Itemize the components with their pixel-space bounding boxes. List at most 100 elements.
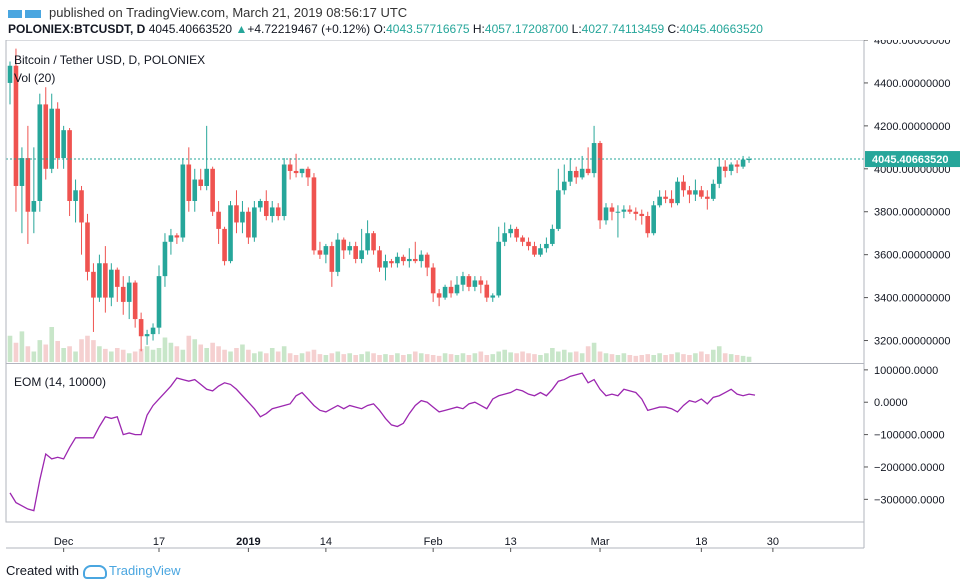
volume-bar (19, 331, 25, 362)
candle-body (633, 211, 639, 214)
volume-bar (597, 351, 603, 362)
candle-body (168, 235, 174, 242)
time-tick-label: 30 (767, 536, 779, 548)
volume-bar (258, 351, 263, 362)
candle-body (317, 250, 323, 255)
volume-legend: Vol (20) (14, 71, 55, 85)
candle-body (103, 263, 108, 298)
candle-body (401, 256, 406, 262)
candle-body (734, 164, 740, 167)
candle-body (657, 196, 662, 206)
candle-body (627, 209, 633, 212)
candle-body (383, 261, 388, 268)
candle-body (687, 190, 692, 195)
candle-body (424, 254, 430, 268)
candle-body (490, 295, 496, 298)
candle-body (514, 228, 519, 238)
price-tick-label: 3200.00000000 (874, 336, 950, 348)
candle-body (430, 267, 436, 294)
candle-body (347, 246, 353, 251)
candle-body (442, 286, 448, 298)
volume-bar (204, 348, 209, 362)
candle-body (180, 164, 186, 238)
volume-bar (162, 337, 168, 362)
volume-bar (377, 355, 382, 362)
volume-bar (532, 354, 537, 362)
close-label: C: (667, 22, 680, 36)
volume-bar (97, 346, 102, 362)
volume-bar (460, 353, 466, 362)
volume-bar (609, 354, 615, 362)
current-price-label: 4045.40663520 (872, 154, 948, 166)
candle-body (436, 293, 442, 298)
volume-bar (412, 351, 418, 362)
volume-bar (442, 353, 448, 362)
candle-body (240, 211, 245, 223)
candle-body (526, 241, 531, 247)
chart-area[interactable]: 4600.00000000 4400.00000000 4200.00000000 4… (0, 40, 966, 555)
volume-bar (168, 342, 174, 362)
volume-bar (317, 354, 323, 362)
candle-body (67, 130, 72, 201)
candle-body (389, 261, 394, 264)
volume-bar (150, 349, 156, 362)
volume-bar (621, 353, 627, 362)
candle-body (186, 164, 192, 201)
volume-bar (371, 353, 376, 362)
candle-body (472, 280, 478, 287)
candle-body (508, 228, 513, 234)
volume-bar (347, 353, 353, 362)
volume-bar (85, 335, 90, 362)
candle-body (174, 235, 180, 238)
tradingview-cloud-icon (82, 564, 107, 579)
volume-bar (407, 354, 412, 362)
candle-body (246, 211, 251, 238)
time-tick-label: Feb (424, 536, 443, 548)
ohlc-line: POLONIEX:BTCUSDT, D 4045.40663520 ▲+4.72… (8, 22, 763, 36)
candle-body (615, 211, 621, 213)
eom-tick-label: −300000.0000 (874, 494, 945, 506)
volume-bar (383, 354, 388, 362)
volume-bar (484, 355, 490, 362)
volume-bar (275, 351, 281, 362)
candle-body (61, 130, 66, 159)
candle-body (7, 65, 13, 83)
volume-bar (293, 355, 299, 362)
candle-body (371, 233, 376, 251)
candle-body (311, 177, 317, 251)
volume-bar (669, 354, 674, 362)
candle-body (710, 183, 716, 199)
eom-tick-label: −200000.0000 (874, 462, 945, 474)
volume-bar (520, 351, 525, 362)
candle-body (448, 286, 454, 294)
candle-body (693, 190, 698, 195)
volume-bar (144, 346, 150, 362)
candle-body (228, 205, 233, 262)
volume-bar (114, 348, 120, 362)
candle-body (91, 271, 96, 298)
publish-info: published on TradingView.com, March 21, … (8, 5, 407, 20)
volume-bar (299, 353, 305, 362)
volume-bar (550, 348, 555, 362)
candle-body (222, 228, 227, 262)
eom-tick-label: −100000.0000 (874, 430, 945, 442)
candle-body (329, 246, 335, 272)
volume-bar (138, 348, 144, 362)
volume-bar (526, 353, 531, 362)
candle-body (478, 280, 484, 285)
candle-body (109, 269, 114, 298)
candle-body (234, 205, 239, 223)
volume-bar (466, 355, 472, 362)
open-label: O: (373, 22, 387, 36)
chart-title: Bitcoin / Tether USD, D, POLONIEX (14, 53, 205, 67)
candle-body (97, 263, 102, 298)
candle-body (55, 108, 60, 159)
candle-body (263, 201, 269, 217)
candle-body (19, 158, 25, 186)
candle-body (49, 108, 55, 169)
up-arrow-icon: ▲ (235, 22, 248, 36)
candle-body (79, 190, 84, 223)
price-tick-label: 3400.00000000 (874, 293, 950, 305)
volume-bar (210, 342, 215, 362)
volume-bar (228, 351, 233, 362)
